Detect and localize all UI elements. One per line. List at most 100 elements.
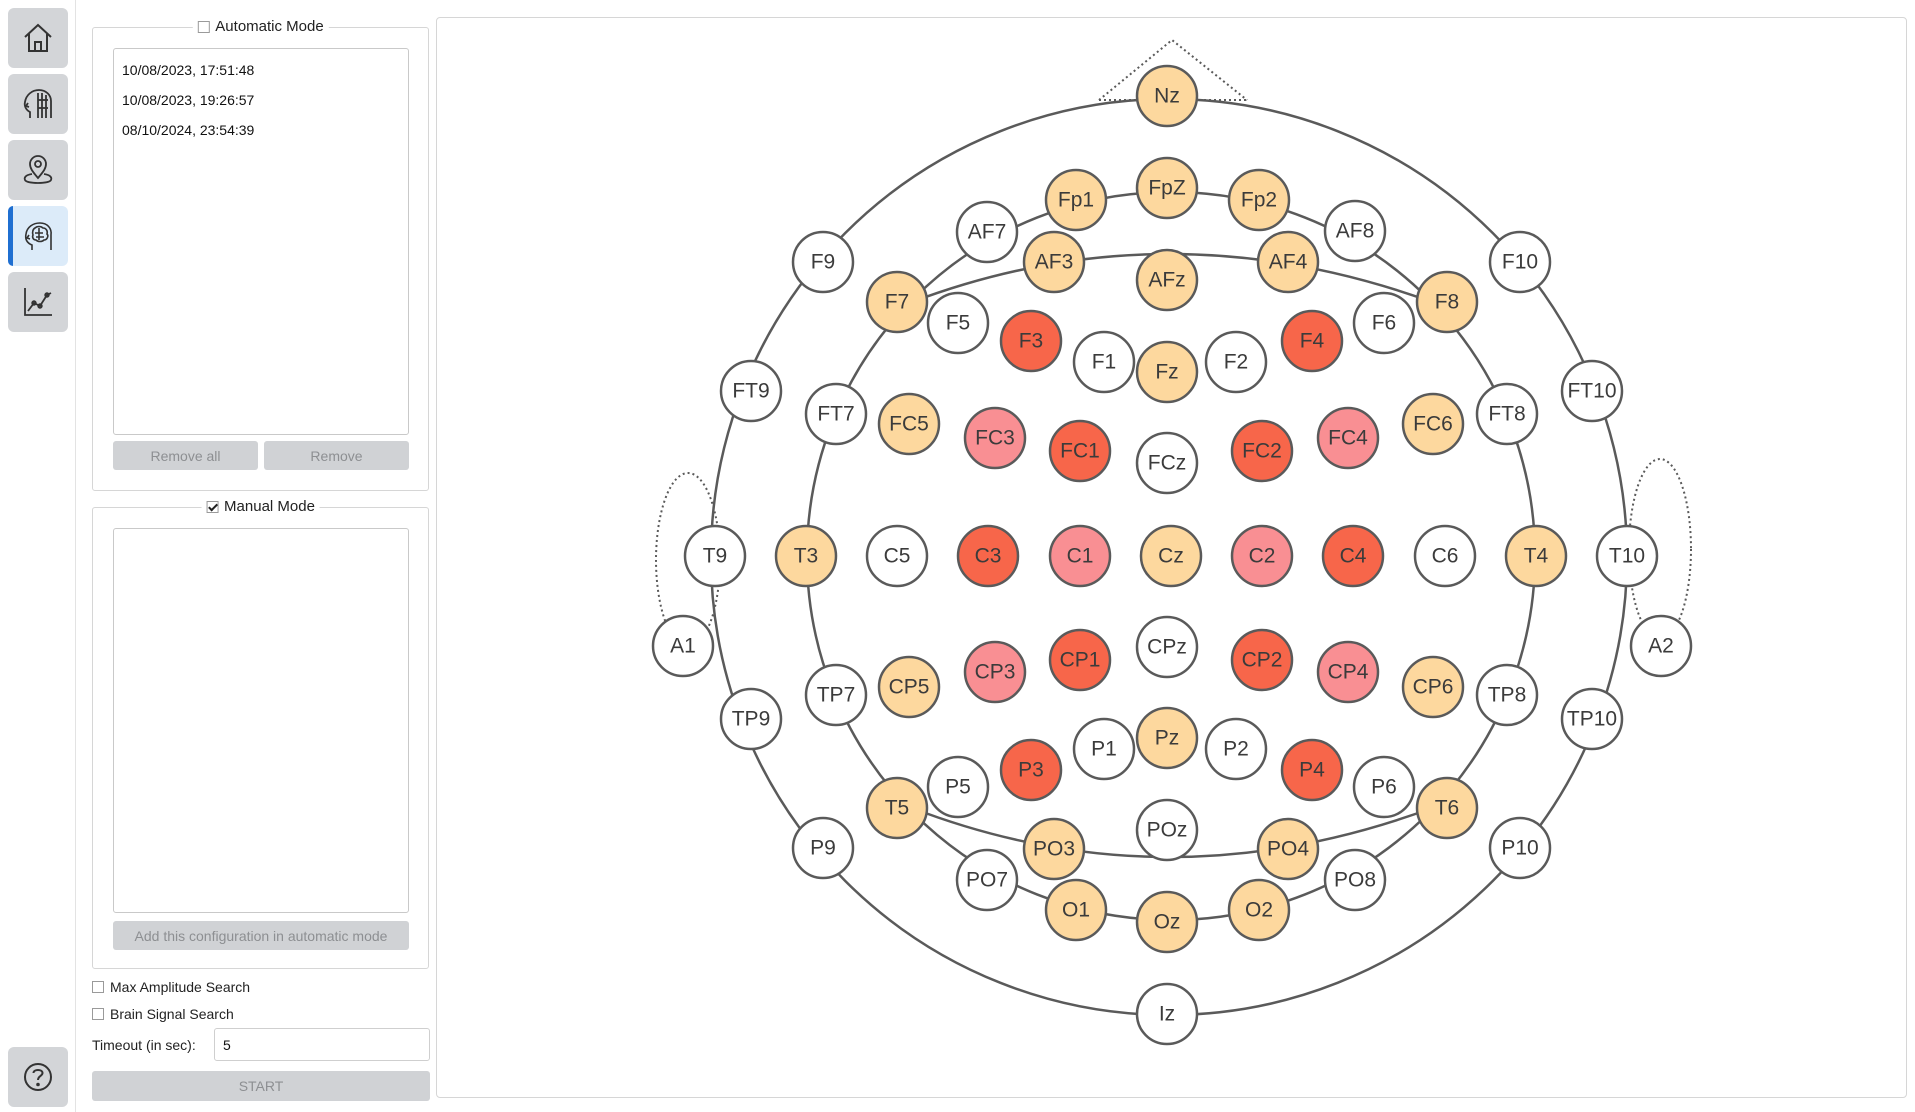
electrode-p10[interactable]: P10 [1488,816,1552,880]
electrode-po7[interactable]: PO7 [955,848,1019,912]
electrode-cp1[interactable]: CP1 [1048,628,1112,692]
electrode-c4[interactable]: C4 [1321,524,1385,588]
electrode-cp3[interactable]: CP3 [963,640,1027,704]
electrode-p6[interactable]: P6 [1352,755,1416,819]
electrode-p5[interactable]: P5 [926,755,990,819]
electrode-tp10[interactable]: TP10 [1560,687,1624,751]
electrode-c2[interactable]: C2 [1230,524,1294,588]
max-amplitude-checkbox[interactable] [92,981,104,993]
electrode-ft8[interactable]: FT8 [1475,382,1539,446]
electrode-f9[interactable]: F9 [791,230,855,294]
electrode-f2[interactable]: F2 [1204,330,1268,394]
electrode-p9[interactable]: P9 [791,816,855,880]
electrode-f10[interactable]: F10 [1488,230,1552,294]
electrode-pz[interactable]: Pz [1135,706,1199,770]
brain-signal-checkbox[interactable] [92,1008,104,1020]
electrode-cp4[interactable]: CP4 [1316,640,1380,704]
electrode-c6[interactable]: C6 [1413,524,1477,588]
electrode-tp7[interactable]: TP7 [804,663,868,727]
list-item[interactable]: 10/08/2023, 19:26:57 [122,92,255,108]
electrode-po4[interactable]: PO4 [1256,817,1320,881]
electrode-c5[interactable]: C5 [865,524,929,588]
electrode-poz[interactable]: POz [1135,798,1199,862]
electrode-fc2[interactable]: FC2 [1230,419,1294,483]
electrode-t6-label: T6 [1435,797,1460,820]
electrode-fp1[interactable]: Fp1 [1044,168,1108,232]
electrode-po8[interactable]: PO8 [1323,848,1387,912]
electrode-c1[interactable]: C1 [1048,524,1112,588]
electrode-f6[interactable]: F6 [1352,291,1416,355]
automatic-config-list[interactable]: 10/08/2023, 17:51:48 10/08/2023, 19:26:5… [113,48,409,435]
electrode-f1[interactable]: F1 [1072,330,1136,394]
electrode-fc5[interactable]: FC5 [877,392,941,456]
manual-mode-checkbox[interactable] [206,500,219,513]
electrode-tp9-dot [719,687,783,751]
electrode-f3[interactable]: F3 [999,309,1063,373]
electrode-o2[interactable]: O2 [1227,878,1291,942]
electrode-po3[interactable]: PO3 [1022,817,1086,881]
electrode-f4[interactable]: F4 [1280,309,1344,373]
electrode-p1[interactable]: P1 [1072,717,1136,781]
electrode-t6[interactable]: T6 [1415,776,1479,840]
remove-all-button[interactable]: Remove all [113,441,258,470]
electrode-t5[interactable]: T5 [865,776,929,840]
nav-line-chart-button[interactable] [8,272,68,332]
electrode-af3[interactable]: AF3 [1022,230,1086,294]
electrode-tp8-label: TP8 [1488,684,1527,707]
electrode-ft7[interactable]: FT7 [804,382,868,446]
help-button[interactable] [8,1047,68,1107]
nav-brain-head-button[interactable] [8,206,68,266]
list-item[interactable]: 08/10/2024, 23:54:39 [122,122,255,138]
electrode-cp6[interactable]: CP6 [1401,655,1465,719]
remove-button[interactable]: Remove [264,441,409,470]
nav-home-button[interactable] [8,8,68,68]
electrode-fz[interactable]: Fz [1135,340,1199,404]
electrode-fc1[interactable]: FC1 [1048,419,1112,483]
electrode-af7[interactable]: AF7 [955,200,1019,264]
electrode-ft9[interactable]: FT9 [719,359,783,423]
electrode-cz[interactable]: Cz [1139,524,1203,588]
electrode-ft10[interactable]: FT10 [1560,359,1624,423]
electrode-c3[interactable]: C3 [956,524,1020,588]
electrode-t4[interactable]: T4 [1504,524,1568,588]
electrode-oz[interactable]: Oz [1135,890,1199,954]
electrode-fpz[interactable]: FpZ [1135,156,1199,220]
electrode-fc2-dot [1230,419,1294,483]
electrode-o1[interactable]: O1 [1044,878,1108,942]
electrode-af8[interactable]: AF8 [1323,199,1387,263]
electrode-fc5-label: FC5 [889,413,929,436]
automatic-mode-checkbox[interactable] [197,20,210,33]
electrode-iz[interactable]: Iz [1135,982,1199,1046]
electrode-t3[interactable]: T3 [774,524,838,588]
electrode-nz[interactable]: Nz [1135,64,1199,128]
electrode-p4[interactable]: P4 [1280,738,1344,802]
nav-map-pin-button[interactable] [8,140,68,200]
electrode-afz[interactable]: AFz [1135,248,1199,312]
timeout-input[interactable] [214,1028,430,1061]
electrode-a2[interactable]: A2 [1629,614,1693,678]
electrode-f8[interactable]: F8 [1415,270,1479,334]
manual-config-list[interactable] [113,528,409,913]
electrode-p2[interactable]: P2 [1204,717,1268,781]
electrode-fp2[interactable]: Fp2 [1227,168,1291,232]
electrode-cp5[interactable]: CP5 [877,655,941,719]
electrode-f5[interactable]: F5 [926,291,990,355]
electrode-p3[interactable]: P3 [999,738,1063,802]
electrode-tp8[interactable]: TP8 [1475,663,1539,727]
electrode-fc4[interactable]: FC4 [1316,406,1380,470]
electrode-cpz[interactable]: CPz [1135,615,1199,679]
electrode-a1[interactable]: A1 [651,614,715,678]
nav-head-profile-button[interactable] [8,74,68,134]
electrode-af4[interactable]: AF4 [1256,230,1320,294]
electrode-t9[interactable]: T9 [683,524,747,588]
electrode-fc3[interactable]: FC3 [963,406,1027,470]
electrode-f7[interactable]: F7 [865,270,929,334]
list-item[interactable]: 10/08/2023, 17:51:48 [122,62,255,78]
electrode-tp9[interactable]: TP9 [719,687,783,751]
electrode-t10[interactable]: T10 [1595,524,1659,588]
add-configuration-button[interactable]: Add this configuration in automatic mode [113,921,409,950]
electrode-fc6[interactable]: FC6 [1401,392,1465,456]
electrode-cp2[interactable]: CP2 [1230,628,1294,692]
start-button[interactable]: START [92,1071,430,1101]
electrode-fcz[interactable]: FCz [1135,431,1199,495]
